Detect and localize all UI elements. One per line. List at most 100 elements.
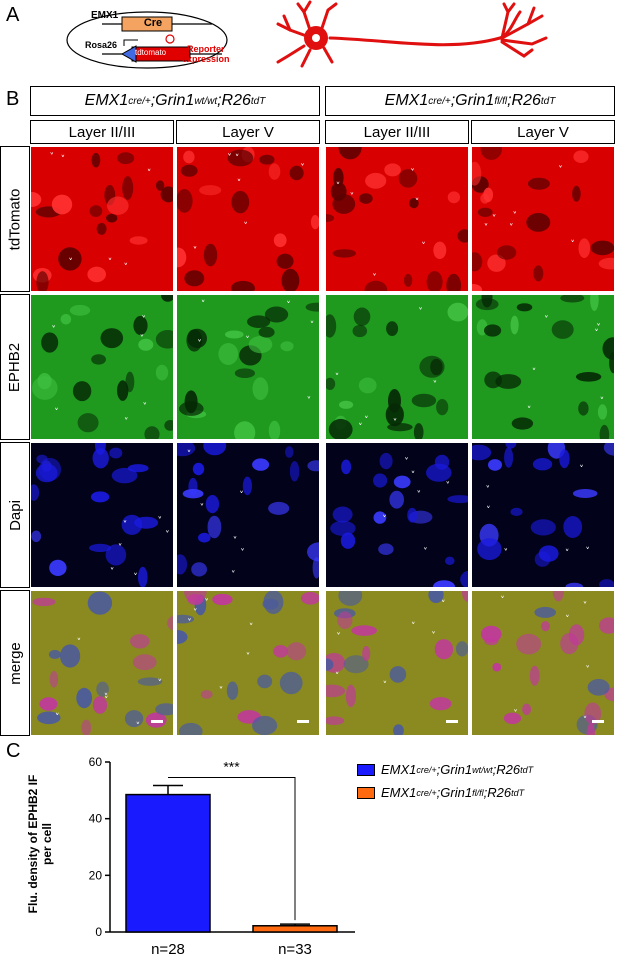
svg-text:˅: ˅ [187, 619, 192, 629]
svg-text:˅: ˅ [500, 596, 505, 606]
svg-text:˅: ˅ [382, 515, 387, 525]
micrograph-dapi-2: ˅ ˅ ˅ ˅ ˅ ˅ [176, 442, 320, 588]
y-axis-label-line1: Flu. density of EPHB2 IF [26, 774, 40, 914]
svg-text:˅: ˅ [104, 693, 109, 703]
svg-text:˅: ˅ [484, 223, 489, 233]
legend-swatch-knockout [357, 786, 375, 799]
genotype-header-control: EMX1 cre/+ ;Grin1 wt/wt ;R26 tdT [30, 86, 320, 116]
svg-text:˅: ˅ [124, 418, 129, 428]
svg-text:˅: ˅ [423, 548, 428, 558]
row-label-merge: merge [0, 590, 30, 736]
svg-text:˅: ˅ [358, 423, 363, 433]
svg-text:˅: ˅ [239, 491, 244, 501]
layer-header-2: Layer V [176, 120, 320, 144]
svg-text:˅: ˅ [286, 301, 291, 311]
svg-text:˅: ˅ [513, 709, 518, 719]
svg-text:˅: ˅ [509, 224, 514, 234]
svg-text:˅: ˅ [544, 315, 549, 325]
svg-text:˅: ˅ [77, 638, 82, 648]
y-tick-label: 0 [95, 925, 102, 939]
svg-text:˅: ˅ [50, 153, 55, 163]
micrograph-dapi-1: ˅ ˅ ˅ ˅ ˅ ˅ [30, 442, 174, 588]
svg-text:˅: ˅ [393, 419, 398, 429]
svg-text:˅: ˅ [585, 547, 590, 557]
svg-text:˅: ˅ [104, 696, 109, 706]
geno-right-sup1: cre/+ [428, 95, 451, 107]
svg-text:˅: ˅ [237, 179, 242, 189]
svg-text:˅: ˅ [486, 506, 491, 516]
svg-text:˅: ˅ [133, 573, 138, 583]
legend-knockout-mid: ;Grin1 [436, 785, 473, 800]
svg-text:˅: ˅ [141, 315, 146, 325]
svg-text:˅: ˅ [404, 458, 409, 468]
svg-text:˅: ˅ [246, 653, 251, 663]
legend-control-sup3: tdT [520, 764, 534, 775]
svg-text:˅: ˅ [583, 601, 588, 611]
svg-text:˅: ˅ [565, 615, 570, 625]
row-label-ephb2-text: EPHB2 [6, 342, 24, 392]
svg-text:˅: ˅ [108, 258, 113, 268]
svg-text:˅: ˅ [415, 198, 420, 208]
legend-knockout-sup3: tdT [511, 787, 525, 798]
row-label-tdtomato-text: tdTomato [6, 188, 24, 250]
legend-swatch-control [357, 763, 375, 776]
y-tick-label: 40 [89, 812, 103, 826]
svg-text:˅: ˅ [187, 450, 192, 460]
svg-text:˅: ˅ [364, 416, 369, 426]
svg-text:˅: ˅ [583, 716, 588, 726]
svg-text:˅: ˅ [441, 600, 446, 610]
legend-control-base: EMX1 [381, 762, 417, 777]
svg-text:˅: ˅ [51, 326, 56, 336]
svg-text:˅: ˅ [558, 166, 563, 176]
legend-knockout-base: EMX1 [381, 785, 417, 800]
scale-bar [297, 720, 309, 723]
micrograph-tdtomato-1: ˅ ˅ ˅ ˅ ˅ ˅ [30, 146, 174, 292]
significance-bracket [168, 777, 296, 921]
svg-text:˅: ˅ [136, 722, 141, 732]
row-label-ephb2: EPHB2 [0, 294, 30, 440]
scale-bar [592, 720, 604, 723]
svg-text:˅: ˅ [204, 598, 209, 608]
bar-1 [125, 793, 211, 933]
svg-text:˅: ˅ [110, 567, 115, 577]
genotype-header-knockout: EMX1 cre/+ ;Grin1 fl/fl ;R26 tdT [325, 86, 615, 116]
svg-text:˅: ˅ [335, 373, 340, 383]
legend-control-sup2: wt/wt [472, 764, 493, 775]
legend-control-mid2: ;R26 [492, 762, 521, 777]
micrograph-dapi-3: ˅ ˅ ˅ ˅ ˅ ˅ [325, 442, 469, 588]
layer-header-3: Layer II/III [325, 120, 469, 144]
svg-text:˅: ˅ [504, 548, 509, 558]
svg-text:˅: ˅ [55, 713, 60, 723]
micrograph-ephb2-4: ˅ ˅ ˅ ˅ ˅ ˅ [471, 294, 615, 440]
micrograph-merge-3: ˅ ˅ ˅ ˅ ˅ ˅ [325, 590, 469, 736]
svg-text:˅: ˅ [570, 240, 575, 250]
svg-text:˅: ˅ [219, 686, 224, 696]
svg-text:˅: ˅ [300, 164, 305, 174]
micrograph-merge-2: ˅ ˅ ˅ ˅ ˅ ˅ [176, 590, 320, 736]
scale-bar [151, 720, 163, 723]
svg-text:˅: ˅ [68, 258, 73, 268]
genetic-schematic [66, 11, 228, 69]
svg-text:˅: ˅ [411, 622, 416, 632]
svg-text:˅: ˅ [249, 623, 254, 633]
svg-text:˅: ˅ [596, 324, 601, 334]
micrograph-ephb2-2: ˅ ˅ ˅ ˅ ˅ ˅ [176, 294, 320, 440]
bar-2 [252, 925, 338, 933]
svg-text:˅: ˅ [307, 396, 312, 406]
row-label-dapi-text: Dapi [6, 499, 24, 531]
legend-knockout-sup2: fl/fl [472, 787, 484, 798]
micrograph-ephb2-3: ˅ ˅ ˅ ˅ ˅ ˅ [325, 294, 469, 440]
micrograph-dapi-4: ˅ ˅ ˅ ˅ ˅ ˅ [471, 442, 615, 588]
svg-text:˅: ˅ [492, 214, 497, 224]
svg-text:˅: ˅ [235, 154, 240, 164]
svg-text:˅: ˅ [513, 212, 518, 222]
significance-label: *** [223, 759, 240, 775]
layer-header-4: Layer V [471, 120, 615, 144]
svg-text:˅: ˅ [54, 408, 59, 418]
legend-knockout-sup1: cre/+ [416, 787, 437, 798]
reporter-expression-label: Reporter expression [182, 44, 230, 64]
svg-text:˅: ˅ [227, 154, 232, 164]
svg-text:˅: ˅ [310, 321, 315, 331]
layer-header-1: Layer II/III [30, 120, 174, 144]
svg-text:˅: ˅ [243, 222, 248, 232]
